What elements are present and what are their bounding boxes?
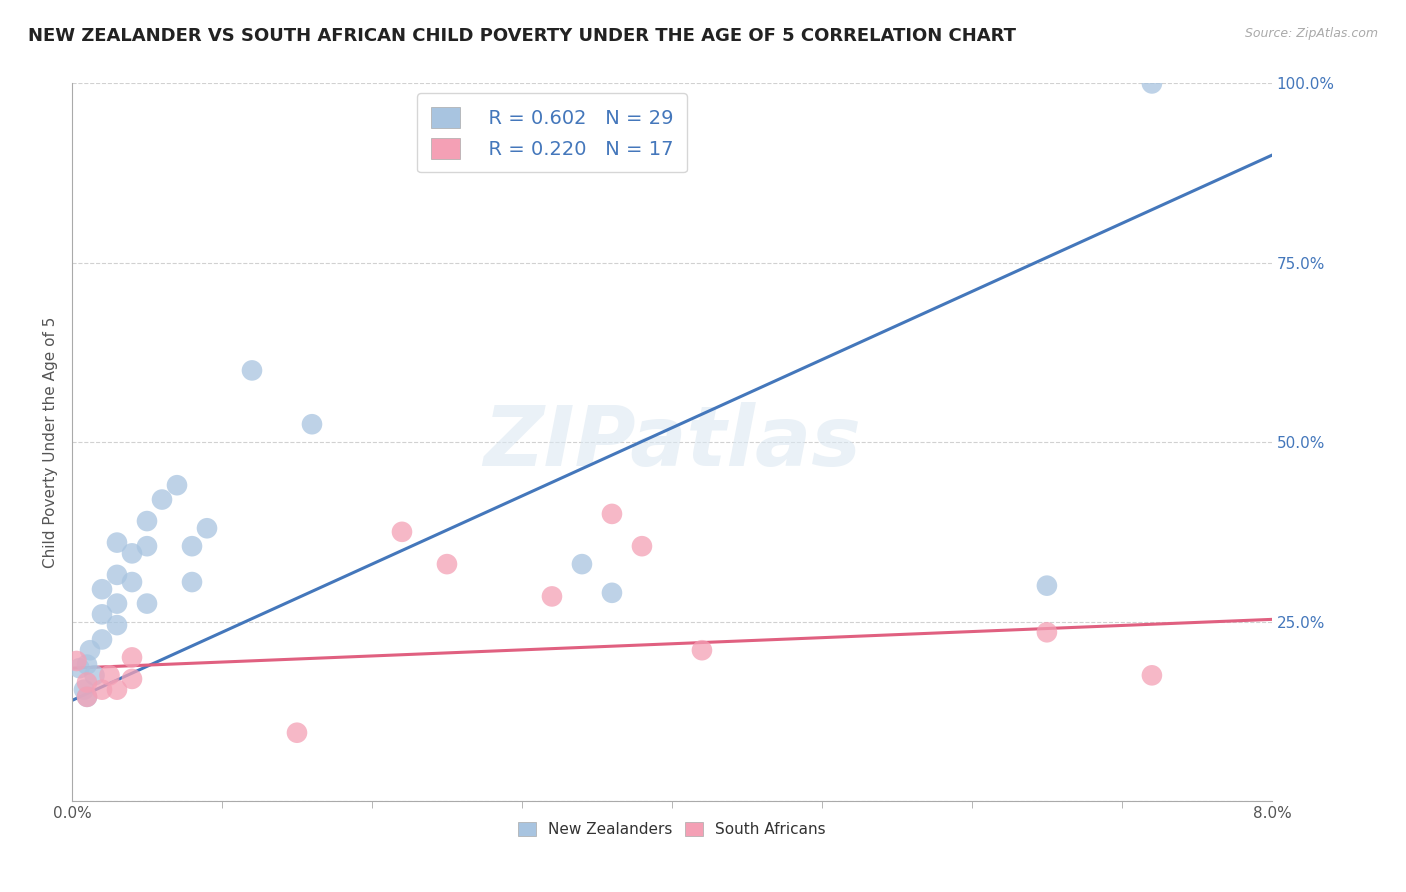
Point (73, 682, 96, 697)
Point (79, 643, 101, 657)
Point (121, 575, 143, 590)
Text: ZIPatlas: ZIPatlas (484, 401, 860, 483)
Point (240, 363, 263, 377)
Point (1036, 579, 1059, 593)
Point (105, 618, 128, 632)
Point (105, 682, 128, 697)
Legend: New Zealanders, South Africans: New Zealanders, South Africans (512, 816, 832, 844)
Point (105, 597, 128, 611)
Point (136, 597, 159, 611)
Point (1140, 77, 1163, 91)
Point (690, 643, 713, 657)
Point (600, 507, 623, 521)
Point (105, 567, 128, 582)
Point (181, 575, 204, 590)
Point (69, 661, 91, 675)
Text: NEW ZEALANDER VS SOUTH AFRICAN CHILD POVERTY UNDER THE AGE OF 5 CORRELATION CHAR: NEW ZEALANDER VS SOUTH AFRICAN CHILD POV… (28, 27, 1017, 45)
Point (1036, 625, 1059, 640)
Point (136, 514, 159, 528)
Point (136, 539, 159, 553)
Y-axis label: Child Poverty Under the Age of 5: Child Poverty Under the Age of 5 (44, 317, 58, 568)
Point (76, 690, 98, 704)
Point (195, 521, 218, 535)
Point (121, 546, 143, 560)
Point (571, 557, 593, 571)
Point (98, 668, 121, 682)
Point (76, 657, 98, 672)
Point (285, 725, 308, 739)
Point (541, 590, 564, 604)
Point (121, 672, 143, 686)
Point (91, 682, 114, 697)
Point (83, 668, 105, 682)
Point (105, 535, 128, 549)
Point (150, 492, 173, 507)
Point (436, 557, 458, 571)
Point (600, 586, 623, 600)
Point (76, 675, 98, 690)
Point (391, 524, 413, 539)
Point (631, 539, 654, 553)
Point (181, 539, 204, 553)
Point (166, 478, 188, 492)
Point (65, 654, 87, 668)
Point (76, 690, 98, 704)
Point (301, 417, 323, 432)
Point (121, 650, 143, 665)
Point (91, 582, 114, 597)
Point (91, 632, 114, 647)
Point (91, 607, 114, 622)
Point (1140, 668, 1163, 682)
Text: Source: ZipAtlas.com: Source: ZipAtlas.com (1244, 27, 1378, 40)
